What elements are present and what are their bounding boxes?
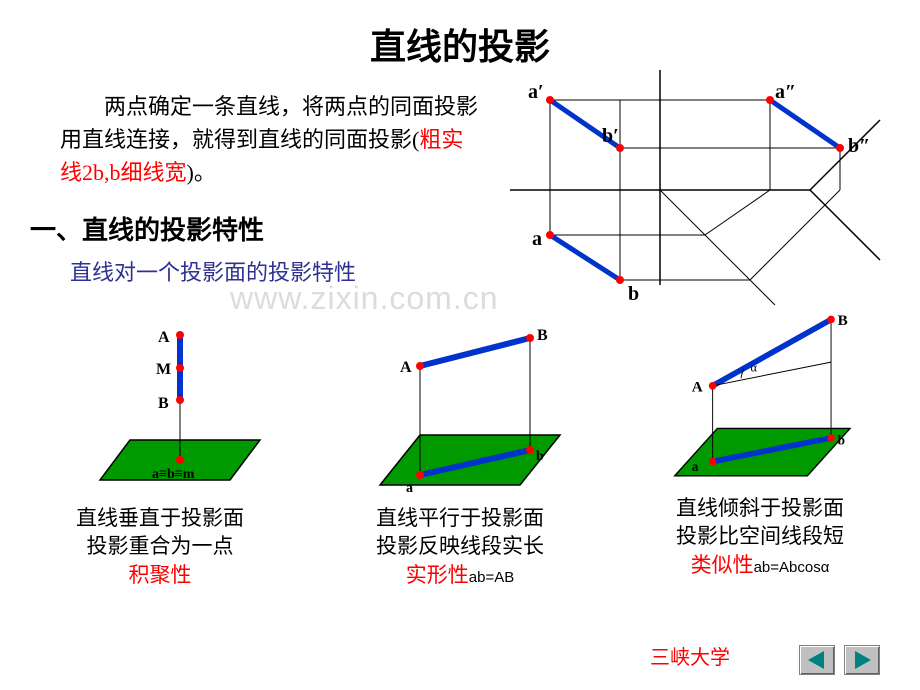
col3-small: ab=Abcosα <box>754 559 830 576</box>
projection-cube-diagram: a′ b′ a″ b″ a b <box>510 70 890 310</box>
parallel-diagram: A B a b <box>330 320 590 500</box>
col1-line1: 直线垂直于投影面 <box>20 505 300 533</box>
section-header: 一、直线的投影特性 <box>30 210 264 247</box>
prev-icon <box>800 646 834 674</box>
col1-line2: 投影重合为一点 <box>20 533 300 561</box>
footer-label: 三峡大学 <box>650 641 730 670</box>
watermark: www.zixin.com.cn <box>230 280 499 317</box>
svg-text:a: a <box>532 228 542 250</box>
intro-paragraph: 两点确定一条直线，将两点的同面投影用直线连接，就得到直线的同面投影(粗实线2b,… <box>60 90 480 189</box>
perpendicular-diagram: A M B a≡b≡m <box>30 320 290 500</box>
diagram-col-2: A B a b 直线平行于投影面 投影反映线段实长 实形性ab=AB <box>320 320 600 590</box>
svg-text:a: a <box>692 459 699 474</box>
prev-button[interactable] <box>799 645 835 675</box>
col2-line2: 投影反映线段实长 <box>320 533 600 561</box>
svg-text:α: α <box>751 361 758 375</box>
col2-small: ab=AB <box>469 569 514 586</box>
svg-text:B: B <box>158 395 169 412</box>
oblique-diagram: A B a b α <box>630 310 890 490</box>
next-icon <box>845 646 879 674</box>
svg-text:b: b <box>536 449 544 464</box>
svg-text:b: b <box>838 433 845 448</box>
svg-text:a′: a′ <box>528 81 544 103</box>
svg-text:a″: a″ <box>775 81 796 103</box>
col1-red: 积聚性 <box>129 564 192 587</box>
diagram-col-1: A M B a≡b≡m 直线垂直于投影面 投影重合为一点 积聚性 <box>20 320 300 590</box>
diagram-col-3: A B a b α 直线倾斜于投影面 投影比空间线段短 类似性ab=Abcosα <box>620 310 900 580</box>
svg-text:M: M <box>156 361 171 378</box>
svg-text:A: A <box>158 329 170 346</box>
svg-text:a≡b≡m: a≡b≡m <box>152 467 195 482</box>
col2-red: 实形性 <box>406 564 469 587</box>
svg-text:A: A <box>400 359 412 376</box>
page-title: 直线的投影 <box>0 0 920 70</box>
svg-text:a: a <box>406 481 413 496</box>
svg-text:A: A <box>692 378 703 395</box>
col3-red: 类似性 <box>691 554 754 577</box>
svg-text:b′: b′ <box>602 125 619 147</box>
next-button[interactable] <box>844 645 880 675</box>
svg-text:B: B <box>838 312 848 329</box>
col3-line2: 投影比空间线段短 <box>620 523 900 551</box>
svg-text:b: b <box>628 283 639 305</box>
col3-line1: 直线倾斜于投影面 <box>620 495 900 523</box>
svg-text:B: B <box>537 327 548 344</box>
intro-text-2: )。 <box>187 160 216 185</box>
svg-text:b″: b″ <box>848 135 870 157</box>
intro-text-1: 两点确定一条直线，将两点的同面投影用直线连接，就得到直线的同面投影( <box>60 94 478 152</box>
col2-line1: 直线平行于投影面 <box>320 505 600 533</box>
